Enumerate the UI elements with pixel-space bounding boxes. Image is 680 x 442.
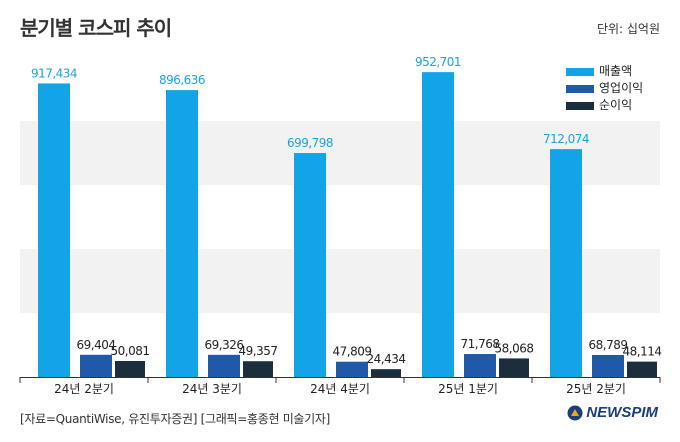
data-label-operating: 69,404	[77, 338, 116, 352]
legend-item-revenue: 매출액	[566, 63, 643, 80]
data-label-operating: 47,809	[333, 345, 372, 359]
bar-net	[243, 361, 273, 377]
bar-revenue	[166, 90, 198, 377]
logo-text: NEWSPIM	[586, 404, 658, 421]
chart-title: 분기별 코스피 추이	[20, 16, 172, 40]
legend-swatch-net	[566, 101, 594, 110]
legend-item-operating: 영업이익	[566, 80, 643, 97]
bar-net	[499, 358, 529, 377]
data-label-operating: 71,768	[461, 337, 500, 351]
data-label-revenue: 712,074	[543, 132, 589, 146]
bar-operating	[208, 354, 240, 377]
bar-revenue	[422, 72, 454, 377]
data-label-net: 58,068	[495, 341, 534, 355]
newspim-logo-icon	[567, 405, 583, 420]
bar-net	[627, 361, 657, 377]
data-label-revenue: 917,434	[31, 66, 77, 80]
data-label-net: 24,434	[367, 352, 406, 366]
x-tick-label: 24년 3분기	[182, 382, 242, 396]
legend-swatch-revenue	[566, 67, 594, 76]
legend-swatch-operating	[566, 84, 594, 93]
bar-operating	[464, 354, 496, 377]
legend-label-revenue: 매출액	[599, 64, 633, 78]
bar-operating	[592, 354, 624, 377]
bar-revenue	[550, 149, 582, 377]
data-label-net: 50,081	[111, 344, 150, 358]
data-label-net: 49,357	[239, 344, 278, 358]
bar-net	[115, 360, 145, 377]
bar-revenue	[294, 153, 326, 377]
legend: 매출액 영업이익 순이익	[566, 63, 643, 114]
x-tick-label: 25년 1분기	[438, 382, 498, 396]
x-tick-label: 24년 2분기	[54, 382, 114, 396]
data-label-revenue: 952,701	[415, 55, 461, 69]
data-label-operating: 68,789	[589, 338, 628, 352]
data-label-revenue: 699,798	[287, 136, 333, 150]
x-tick-label: 25년 2분기	[566, 382, 626, 396]
bar-operating	[80, 354, 112, 377]
legend-label-net: 순이익	[599, 98, 633, 112]
bar-operating	[336, 361, 368, 377]
newspim-logo: NEWSPIM	[567, 404, 658, 421]
legend-label-operating: 영업이익	[599, 81, 644, 95]
bar-revenue	[38, 83, 70, 378]
data-label-revenue: 896,636	[159, 73, 205, 87]
data-label-operating: 69,326	[205, 338, 244, 352]
x-tick-label: 24년 4분기	[310, 382, 370, 396]
bar-net	[371, 369, 401, 377]
unit-label: 단위: 십억원	[596, 22, 660, 36]
data-label-net: 48,114	[623, 345, 662, 359]
source-credit: [자료=QuantiWise, 유진투자증권] [그래픽=홍종현 미술기자]	[20, 412, 331, 426]
legend-item-net: 순이익	[566, 97, 643, 114]
